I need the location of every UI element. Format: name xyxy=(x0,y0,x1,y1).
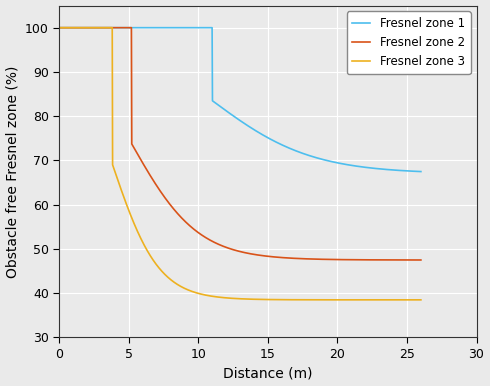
Fresnel zone 2 xyxy=(216,242,221,247)
Fresnel zone 2 xyxy=(305,257,311,261)
Fresnel zone 2 xyxy=(56,25,62,30)
Fresnel zone 3 xyxy=(345,298,351,302)
Fresnel zone 3 xyxy=(216,295,221,300)
Fresnel zone 2 xyxy=(203,235,209,240)
Fresnel zone 3 xyxy=(203,293,209,297)
Fresnel zone 1 xyxy=(94,25,99,30)
Fresnel zone 1 xyxy=(339,161,344,166)
Legend: Fresnel zone 1, Fresnel zone 2, Fresnel zone 3: Fresnel zone 1, Fresnel zone 2, Fresnel … xyxy=(346,12,470,74)
Fresnel zone 3 xyxy=(56,25,62,30)
Fresnel zone 1 xyxy=(56,25,62,30)
Fresnel zone 1 xyxy=(203,25,209,30)
Fresnel zone 1 xyxy=(418,169,424,174)
Fresnel zone 1 xyxy=(305,153,311,157)
Fresnel zone 3 xyxy=(339,298,344,302)
Line: Fresnel zone 2: Fresnel zone 2 xyxy=(59,28,421,260)
Fresnel zone 2 xyxy=(339,257,344,262)
X-axis label: Distance (m): Distance (m) xyxy=(223,366,313,381)
Y-axis label: Obstacle free Fresnel zone (%): Obstacle free Fresnel zone (%) xyxy=(5,65,20,278)
Fresnel zone 2 xyxy=(345,257,351,262)
Fresnel zone 2 xyxy=(94,25,99,30)
Line: Fresnel zone 1: Fresnel zone 1 xyxy=(59,28,421,171)
Line: Fresnel zone 3: Fresnel zone 3 xyxy=(59,28,421,300)
Fresnel zone 3 xyxy=(305,298,311,302)
Fresnel zone 1 xyxy=(345,163,351,167)
Fresnel zone 2 xyxy=(418,258,424,262)
Fresnel zone 1 xyxy=(216,103,221,108)
Fresnel zone 3 xyxy=(418,298,424,302)
Fresnel zone 3 xyxy=(94,25,99,30)
